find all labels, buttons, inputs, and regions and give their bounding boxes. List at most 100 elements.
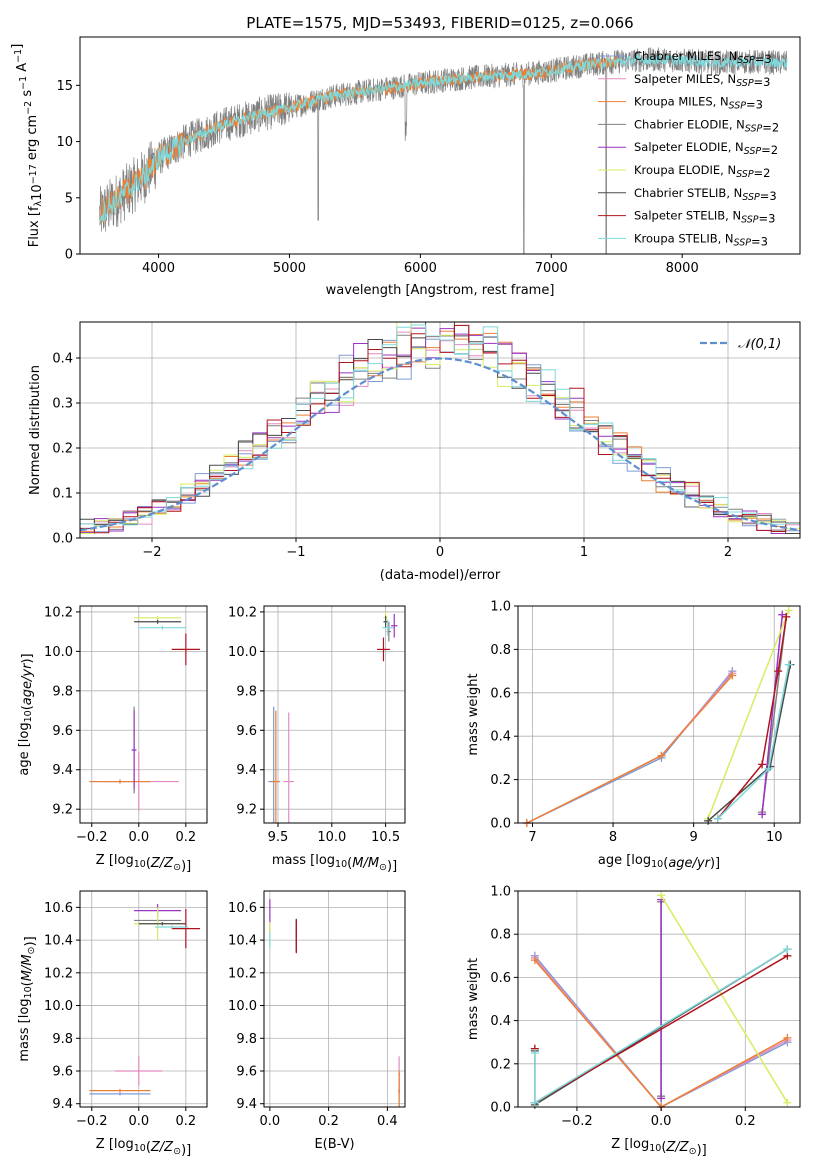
y-tick-label: 10.4 <box>228 934 257 949</box>
legend-label: Salpeter STELIB, NSSP=3 <box>634 209 775 226</box>
weight-point <box>784 606 793 615</box>
weight-line <box>526 672 733 824</box>
y-tick-label: 9.8 <box>52 684 73 699</box>
mass-vs-ebv-panel: 0.0 0.2 0.4 9.4 9.6 9.8 10.0 10.2 10.4 10.6 E(B-V) <box>228 890 406 1152</box>
weight-point <box>758 810 767 819</box>
residuals-panel: −2 −1 0 1 2 0.0 0.1 0.2 0.3 0.4 (data-model)/error… <box>28 321 801 583</box>
weight-line <box>717 616 788 820</box>
y-tick-label: 0.0 <box>490 1101 511 1116</box>
age-vs-mass-panel: 9.5 10.0 10.5 9.2 9.4 9.6 9.8 10.0 10.2 mass [log… <box>228 605 406 874</box>
normal-curve <box>80 357 800 532</box>
mass-vs-Z-panel: −0.2 0.0 0.2 9.4 9.6 9.8 10.0 10.2 10.4 10.6 Z [lo… <box>17 890 208 1158</box>
legend-label: 𝒩(0,1) <box>738 337 781 352</box>
weight-vs-Z-panel: −0.2 0.0 0.2 0.0 0.2 0.4 0.6 0.8 1.0 Z [log10(Z/Z… <box>466 885 801 1158</box>
spectrum-xlabel: wavelength [Angstrom, rest frame] <box>326 283 555 298</box>
legend-label: Chabrier STELIB, NSSP=3 <box>634 186 777 203</box>
weight-line <box>526 674 733 824</box>
y-tick-label: 10.2 <box>228 605 257 620</box>
weight-point <box>764 764 773 773</box>
y-tick-label: 1.0 <box>490 600 511 615</box>
y-tick-label: 9.2 <box>236 803 257 818</box>
y-tick-label: 10.0 <box>228 645 257 660</box>
y-tick-label: 0.6 <box>490 971 511 986</box>
x-tick-label: 0.0 <box>651 1114 672 1129</box>
y-tick-label: 0.4 <box>490 1014 511 1029</box>
residuals-ylabel: Normed distribution <box>28 365 43 495</box>
y-tick-label: 10.0 <box>44 645 73 660</box>
y-tick-label: 10 <box>56 135 73 150</box>
weight-vs-age-panel: 7 8 9 10 0.0 0.2 0.4 0.6 0.8 1.0 age [log10(age/yr… <box>466 600 801 871</box>
weight-line <box>707 610 790 819</box>
weight-point <box>657 1094 666 1103</box>
x-tick-label: 0.0 <box>128 830 149 845</box>
x-tick-label: 5000 <box>273 261 306 276</box>
weight-point <box>657 751 666 760</box>
x-tick-label: −0.2 <box>76 1114 108 1129</box>
axes-frame <box>79 605 208 824</box>
y-tick-label: 10.2 <box>228 966 257 981</box>
x-tick-label: 0.0 <box>260 1114 281 1129</box>
x-tick-label: 0.2 <box>175 1114 196 1129</box>
y-tick-label: 10.6 <box>44 901 73 916</box>
x-tick-label: −1 <box>286 545 305 560</box>
y-tick-label: 0.4 <box>490 730 511 745</box>
y-tick-label: 0.2 <box>52 442 73 457</box>
x-tick-label: 1 <box>580 545 588 560</box>
x-tick-label: 7000 <box>535 261 568 276</box>
y-tick-label: 9.8 <box>236 1032 257 1047</box>
weight-point <box>758 760 767 769</box>
panel-ylabel: mass weight <box>466 673 481 755</box>
weight-line <box>526 670 733 824</box>
residuals-xlabel: (data-model)/error <box>380 568 501 583</box>
y-tick-label: 9.2 <box>52 803 73 818</box>
weight-point <box>778 610 787 619</box>
weight-point <box>728 671 737 680</box>
x-tick-label: 9.5 <box>268 830 289 845</box>
x-tick-label: −2 <box>142 545 161 560</box>
x-tick-label: 8 <box>609 830 617 845</box>
axes-frame <box>263 605 406 824</box>
y-tick-label: 1.0 <box>490 885 511 900</box>
y-tick-label: 0.0 <box>490 817 511 832</box>
y-tick-label: 10.2 <box>44 966 73 981</box>
y-tick-label: 0.2 <box>490 773 511 788</box>
legend-label: Salpeter ELODIE, NSSP=2 <box>634 140 778 157</box>
y-tick-label: 0 <box>65 248 73 263</box>
panel-xlabel: age [log10(age/yr)] <box>598 853 720 871</box>
weight-point <box>530 1098 539 1107</box>
x-tick-label: −0.2 <box>561 1114 593 1129</box>
spectrum-ylabel: Flux [fλ10−17 erg cm−2 s−1 A−1] <box>10 44 45 248</box>
x-tick-label: 9 <box>690 830 698 845</box>
x-tick-label: 0.0 <box>128 1114 149 1129</box>
weight-point <box>713 814 722 823</box>
y-tick-label: 9.4 <box>236 763 257 778</box>
y-tick-label: 0.8 <box>490 928 511 943</box>
legend-label: Chabrier ELODIE, NSSP=2 <box>634 117 779 134</box>
x-tick-label: 0 <box>436 545 444 560</box>
x-tick-label: −0.2 <box>76 830 108 845</box>
weight-point <box>784 660 793 669</box>
y-tick-label: 0.8 <box>490 643 511 658</box>
axes-frame <box>79 36 801 255</box>
x-tick-label: 10 <box>766 830 783 845</box>
x-tick-label: 0.2 <box>318 1114 339 1129</box>
y-tick-label: 9.4 <box>52 1097 73 1112</box>
x-tick-label: 7 <box>528 830 536 845</box>
y-tick-label: 0.0 <box>52 532 73 547</box>
residual-histogram <box>80 324 800 534</box>
weight-point <box>783 1033 792 1042</box>
x-tick-label: 2 <box>724 545 732 560</box>
y-tick-label: 0.1 <box>52 487 73 502</box>
panel-xlabel: Z [log10(Z/Z⊙)] <box>96 853 191 874</box>
legend-label: Kroupa MILES, NSSP=3 <box>634 95 763 112</box>
panel-xlabel: Z [log10(Z/Z⊙)] <box>611 1137 706 1158</box>
axes-frame <box>263 890 406 1108</box>
y-tick-label: 0.2 <box>490 1057 511 1072</box>
y-tick-label: 10.6 <box>228 901 257 916</box>
weight-point <box>657 891 666 900</box>
x-tick-label: 10.5 <box>371 830 400 845</box>
axes-frame <box>517 605 801 824</box>
panel-ylabel: age [log10(age/yr)] <box>17 653 35 775</box>
y-tick-label: 10.2 <box>44 605 73 620</box>
